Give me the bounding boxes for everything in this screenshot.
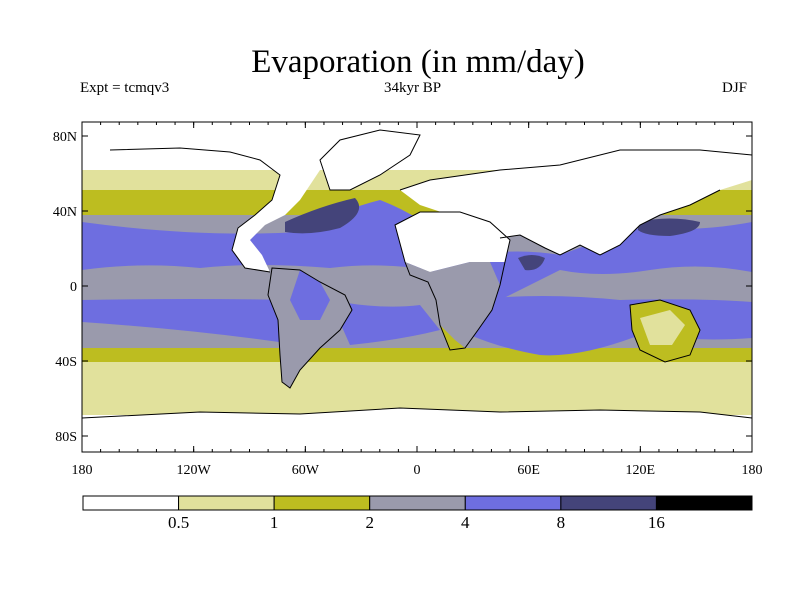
colorbar: 0.5 1 2 4 8 16 [82, 495, 753, 532]
lat-tick-label: 40S [55, 355, 77, 370]
axis-ticks: 80N 40N 0 40S 80S 180 120W 60W 0 60E 120E 180 [53, 122, 763, 478]
colorbar-bin [464, 495, 562, 511]
colorbar-label: 4 [461, 513, 470, 532]
lon-tick-label: 180 [72, 463, 93, 478]
colorbar-label: 0.5 [168, 513, 189, 532]
colorbar-label: 2 [365, 513, 374, 532]
lon-tick-label: 60E [517, 463, 540, 478]
colorbar-bin [560, 495, 657, 511]
lon-tick-label: 0 [414, 463, 421, 478]
map-field [82, 122, 752, 452]
colorbar-bin [82, 495, 180, 511]
colorbar-label: 16 [648, 513, 665, 532]
colorbar-bin [273, 495, 371, 511]
experiment-label: Expt = tcmqv3 [80, 80, 170, 96]
lon-tick-label: 120E [626, 463, 656, 478]
season-label: DJF [722, 80, 748, 96]
colorbar-bin [369, 495, 466, 511]
colorbar-bin [655, 495, 753, 511]
colorbar-bin [178, 495, 275, 511]
lat-tick-label: 80S [55, 430, 77, 445]
lat-tick-label: 40N [53, 205, 77, 220]
lon-tick-label: 120W [177, 463, 212, 478]
lat-tick-label: 0 [70, 280, 77, 295]
lat-tick-label: 80N [53, 130, 77, 145]
lon-tick-label: 60W [292, 463, 320, 478]
lon-tick-label: 180 [742, 463, 763, 478]
colorbar-label: 8 [557, 513, 566, 532]
period-label: 34kyr BP [384, 80, 442, 96]
colorbar-label: 1 [270, 513, 279, 532]
map-title: Evaporation (in mm/day) [251, 44, 585, 80]
